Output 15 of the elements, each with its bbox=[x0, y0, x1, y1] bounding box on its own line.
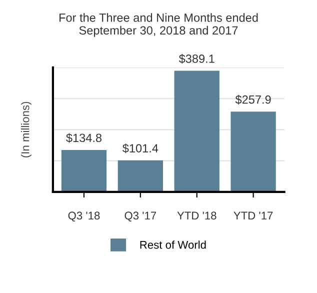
data-label: $257.9 bbox=[235, 94, 271, 104]
data-label: $134.8 bbox=[66, 133, 102, 143]
chart-title: For the Three and Nine Months ended September 30, 2018 and 2017 bbox=[60, 13, 258, 37]
legend-label: Rest of World bbox=[140, 240, 206, 249]
bar bbox=[61, 150, 107, 192]
bar bbox=[118, 160, 163, 192]
x-tick-label: YTD '17 bbox=[234, 212, 273, 220]
data-label: $389.1 bbox=[178, 54, 214, 64]
x-tick-label: YTD '18 bbox=[177, 212, 216, 220]
x-tick-label: Q3 '18 bbox=[68, 212, 100, 222]
data-label: $101.4 bbox=[122, 144, 158, 154]
y-axis-title: (In millions) bbox=[21, 102, 32, 158]
x-tick-label: Q3 '17 bbox=[124, 212, 156, 222]
bar bbox=[230, 112, 276, 192]
bar bbox=[174, 70, 220, 192]
